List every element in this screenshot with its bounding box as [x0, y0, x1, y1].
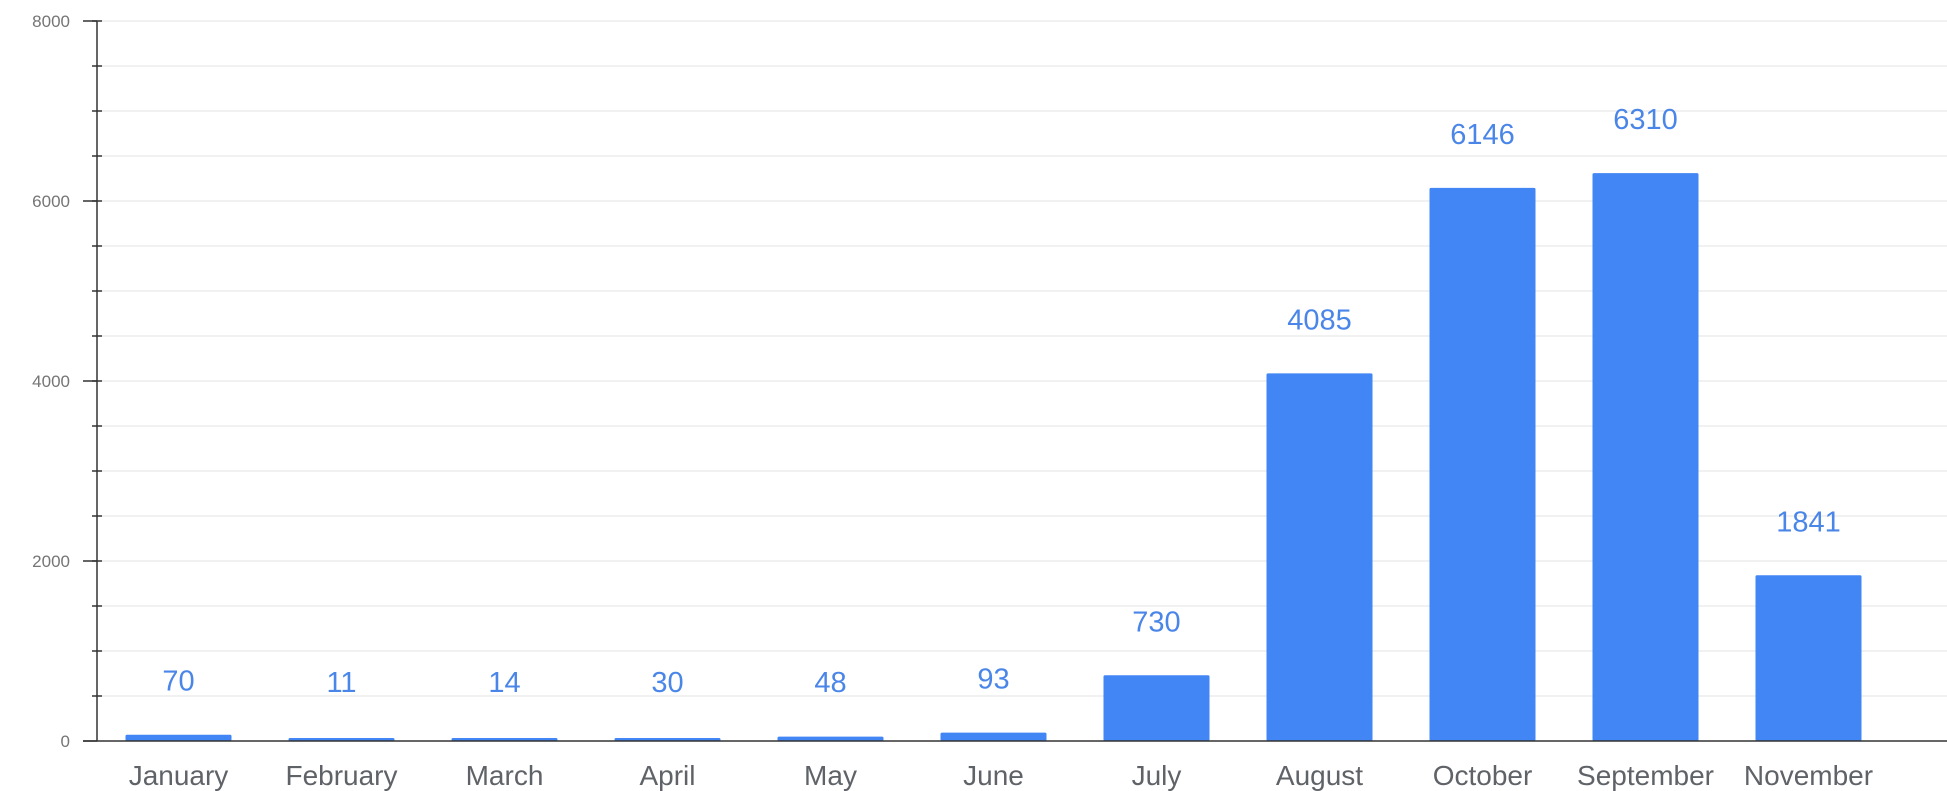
x-tick-labels: January February March April May June July Augu…	[129, 760, 1873, 791]
data-label: 30	[651, 667, 683, 699]
axes	[83, 20, 1947, 742]
data-label: 6146	[1450, 119, 1515, 151]
bars	[125, 173, 1862, 742]
bar	[940, 732, 1047, 741]
y-tick-label: 4000	[32, 372, 70, 391]
data-labels: 70 11 14 30 48 93 730 4085 6146 6310 1841	[162, 104, 1840, 699]
y-tick-label: 2000	[32, 552, 70, 571]
x-tick-label: May	[804, 760, 857, 791]
bar	[1755, 575, 1862, 741]
data-label: 4085	[1287, 304, 1352, 336]
x-tick-label: July	[1132, 760, 1182, 791]
x-tick-label: April	[639, 760, 695, 791]
x-tick-label: March	[466, 760, 544, 791]
gridlines	[97, 20, 1947, 697]
y-tick-label: 8000	[32, 12, 70, 31]
bar	[1429, 187, 1536, 742]
bar	[1266, 373, 1373, 741]
x-tick-label: November	[1744, 760, 1873, 791]
bar	[1103, 675, 1210, 741]
x-tick-label: September	[1577, 760, 1714, 791]
bar	[777, 736, 884, 741]
x-tick-label: January	[129, 760, 229, 791]
data-label: 730	[1132, 606, 1180, 638]
data-label: 70	[162, 666, 194, 698]
bar	[125, 734, 232, 741]
data-label: 1841	[1776, 506, 1841, 538]
x-tick-label: August	[1276, 760, 1363, 791]
data-label: 48	[814, 667, 846, 699]
data-label: 11	[326, 667, 356, 699]
x-tick-label: June	[963, 760, 1024, 791]
y-tick-label: 6000	[32, 192, 70, 211]
data-label: 6310	[1613, 104, 1678, 136]
data-label: 14	[488, 667, 520, 699]
bar	[1592, 173, 1699, 742]
x-tick-label: February	[285, 760, 397, 791]
y-tick-label: 0	[61, 732, 70, 751]
data-label: 93	[977, 664, 1009, 696]
x-tick-label: October	[1433, 760, 1533, 791]
y-tick-labels: 0 2000 4000 6000 8000	[32, 12, 70, 751]
